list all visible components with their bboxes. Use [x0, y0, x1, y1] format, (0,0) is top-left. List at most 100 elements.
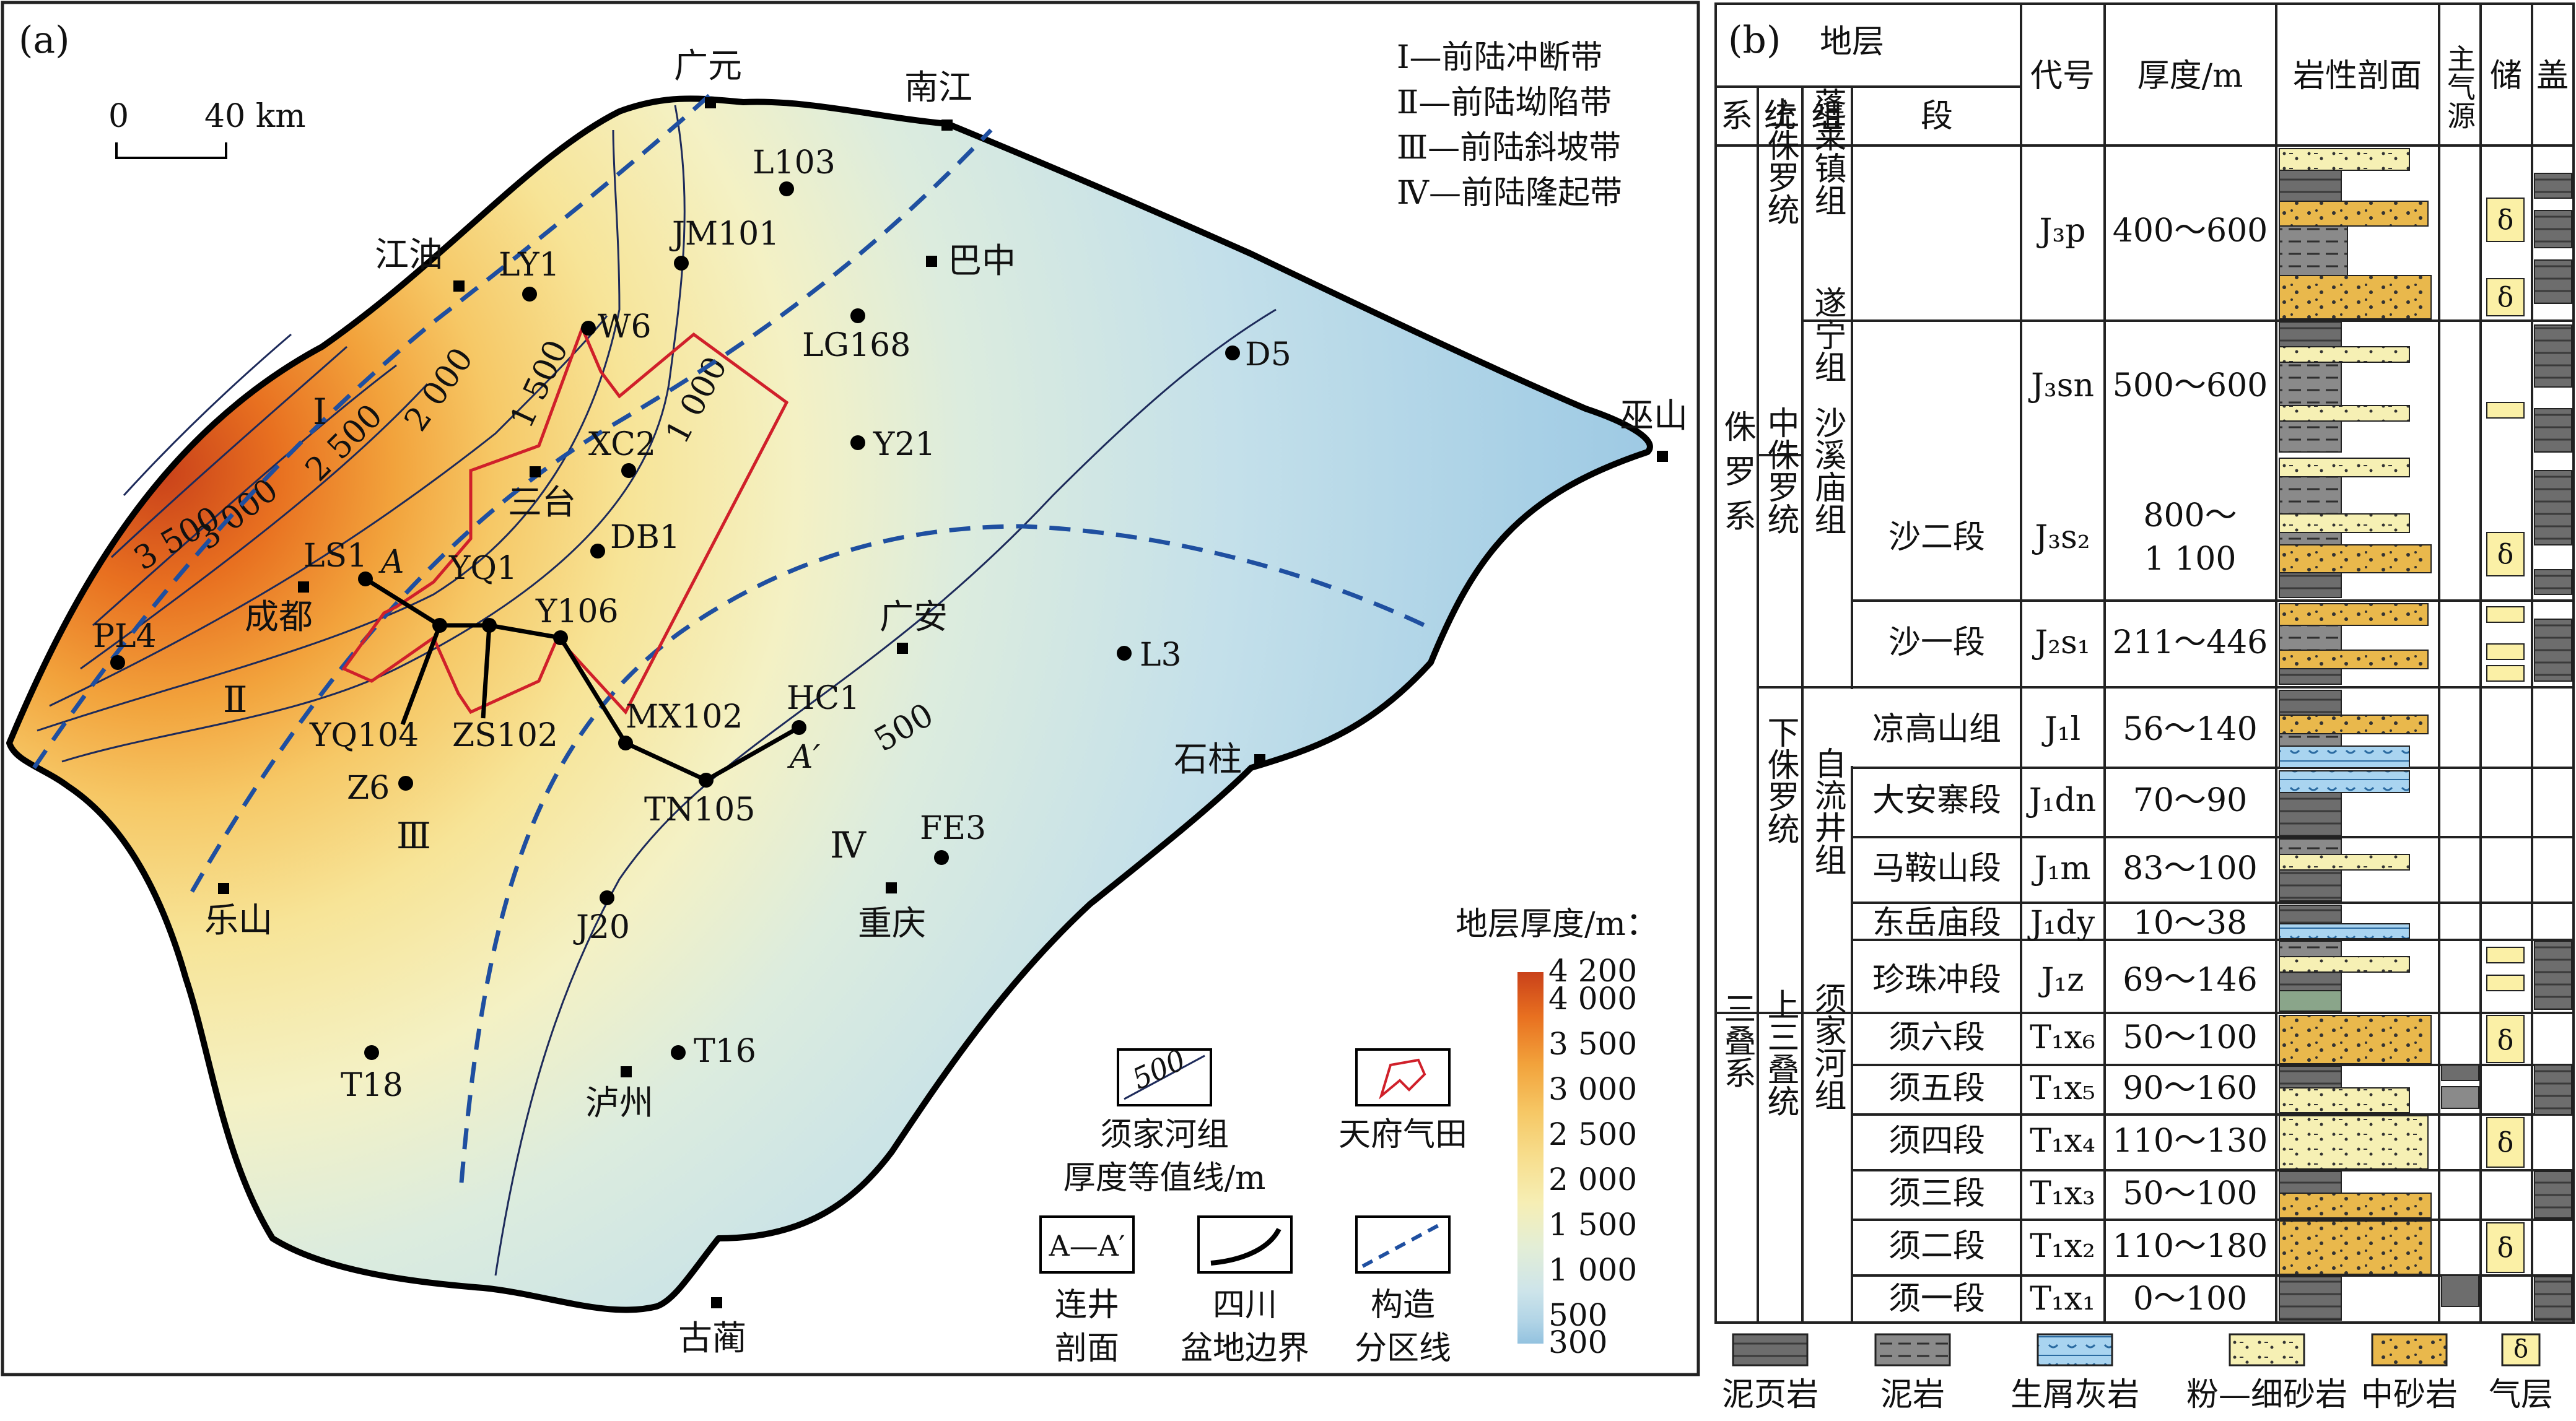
thickness: 50～100: [2123, 1019, 2257, 1056]
lith-legend-label: 中砂岩: [2361, 1376, 2458, 1414]
member: 须四段: [1888, 1123, 1985, 1160]
city-label: 南江: [904, 67, 972, 107]
code: J₁dy: [2027, 905, 2095, 942]
city-label: 广元: [674, 46, 742, 85]
gas-symbol: δ: [2497, 282, 2514, 313]
system-triassic: 三叠系: [1718, 992, 1755, 1089]
well-label: HC1: [787, 680, 860, 717]
code: J₃p: [2037, 212, 2086, 250]
code: T₁x₄: [2030, 1123, 2095, 1160]
lith-legend-label: 气层: [2489, 1376, 2553, 1414]
well-label: LY1: [499, 246, 560, 284]
liang-merge-cover: [1804, 689, 2006, 766]
legend-basin-label-1: 四川: [1213, 1287, 1277, 1324]
legend-basin-boundary: [1197, 1215, 1293, 1274]
well-label: L3: [1140, 637, 1182, 674]
gas-symbol: δ: [2497, 204, 2514, 236]
well-label: TN105: [644, 791, 755, 828]
city-label: 重庆: [858, 903, 926, 943]
legend-structure-line: [1355, 1215, 1451, 1274]
gas-symbol: δ: [2497, 1232, 2514, 1264]
well-label: W6: [598, 308, 652, 345]
thickness: 500～600: [2113, 367, 2268, 404]
thickness: 211～446: [2113, 624, 2268, 661]
zone-label: Ⅲ: [396, 815, 431, 857]
well-label: JM101: [669, 215, 779, 253]
thickness: 110～130: [2113, 1123, 2268, 1160]
code: T₁x₅: [2030, 1070, 2095, 1107]
lith-legend-label: 生屑灰岩: [2011, 1376, 2139, 1414]
header-code: 代号: [2030, 58, 2095, 95]
legend-contour-label-1: 须家河组: [1100, 1116, 1229, 1154]
well-label: MX102: [626, 698, 743, 736]
colorbar-tick: 4 000: [1548, 981, 1637, 1017]
colorbar-title: 地层厚度/m：: [1456, 906, 1658, 943]
formation-ziliujing: 自流井组: [1809, 747, 1846, 876]
member: 须一段: [1888, 1280, 1985, 1318]
legend-contour: 500: [1117, 1043, 1212, 1106]
city-label: 成都: [245, 597, 313, 637]
series-lower-jurassic: 下侏罗统: [1762, 716, 1799, 845]
thickness: 10～38: [2133, 905, 2247, 942]
thickness: 69～146: [2123, 962, 2257, 999]
thickness: 110～180: [2113, 1228, 2268, 1265]
code: J₁m: [2032, 850, 2091, 887]
series-upper-triassic: 上三叠统: [1762, 988, 1799, 1117]
panel-b-label: (b): [1728, 19, 1781, 62]
legend-gasfield: [1355, 1048, 1451, 1106]
well-label: L103: [753, 144, 836, 181]
city-label: 广安: [880, 597, 948, 637]
city-markers: [218, 97, 1668, 1308]
legend-gas-symbol: δ: [2513, 1335, 2528, 1363]
scale-zero: 0: [108, 98, 129, 135]
legend-structure-label-2: 分区线: [1355, 1330, 1451, 1367]
colorbar-tick: 3 000: [1548, 1071, 1637, 1107]
legend-section-sample: A—A′: [1049, 1229, 1125, 1262]
formation-penglaizhen: 蓬莱镇组: [1809, 87, 1846, 216]
thickness: 1 100: [2144, 541, 2237, 578]
thickness: 83～100: [2123, 850, 2257, 887]
zone-label: Ⅱ: [223, 679, 247, 721]
lithology-legend: [1732, 1333, 2541, 1367]
code: J₂s₁: [2032, 624, 2090, 661]
code: J₁z: [2038, 962, 2084, 999]
code: J₃sn: [2028, 367, 2094, 404]
code: T₁x₆: [2030, 1019, 2095, 1056]
lith-legend-label: 粉—细砂岩: [2186, 1376, 2347, 1414]
city-label: 古蔺: [678, 1318, 746, 1358]
city-label: 江油: [375, 235, 443, 274]
scale-distance: 40 km: [204, 98, 306, 135]
legend-section: A—A′: [1039, 1215, 1135, 1274]
city-label: 乐山: [204, 900, 273, 940]
member: 沙一段: [1888, 624, 1985, 661]
code: J₁l: [2041, 711, 2080, 748]
member: 须三段: [1888, 1175, 1985, 1212]
code: T₁x₁: [2030, 1280, 2095, 1318]
thickness: 0～100: [2133, 1280, 2247, 1318]
zone-label: Ⅳ: [830, 824, 867, 866]
section-end-a-prime: A′: [787, 739, 821, 776]
system-jurassic: 侏罗系: [1718, 410, 1755, 544]
legend-contour-label-2: 厚度等值线/m: [1063, 1160, 1266, 1197]
header-seal: 盖: [2536, 58, 2569, 95]
header-strata: 地层: [1820, 24, 1884, 61]
well-label: YQ1: [448, 550, 517, 587]
well-label: Y21: [873, 426, 936, 463]
city-label: 巴中: [948, 241, 1016, 280]
legend-section-label-1: 连井: [1055, 1287, 1119, 1324]
member: 须二段: [1888, 1228, 1985, 1265]
well-label: Y106: [535, 593, 619, 630]
header-thickness: 厚度/m: [2137, 58, 2243, 95]
zone-legend-item: Ⅱ—前陆坳陷带: [1397, 84, 1612, 121]
code: J₁dn: [2026, 782, 2096, 819]
header-xi: 系: [1721, 98, 1753, 135]
city-label: 泸州: [585, 1083, 653, 1123]
structure-zone-lines: [32, 91, 1426, 1183]
colorbar-tick: 1 000: [1548, 1252, 1637, 1288]
well-label: Z6: [347, 770, 390, 807]
member: 东岳庙段: [1872, 905, 2001, 942]
series-middle-jurassic: 中侏罗统: [1762, 406, 1799, 535]
well-label: LS1: [303, 537, 367, 575]
colorbar-tick: 3 500: [1548, 1026, 1637, 1062]
